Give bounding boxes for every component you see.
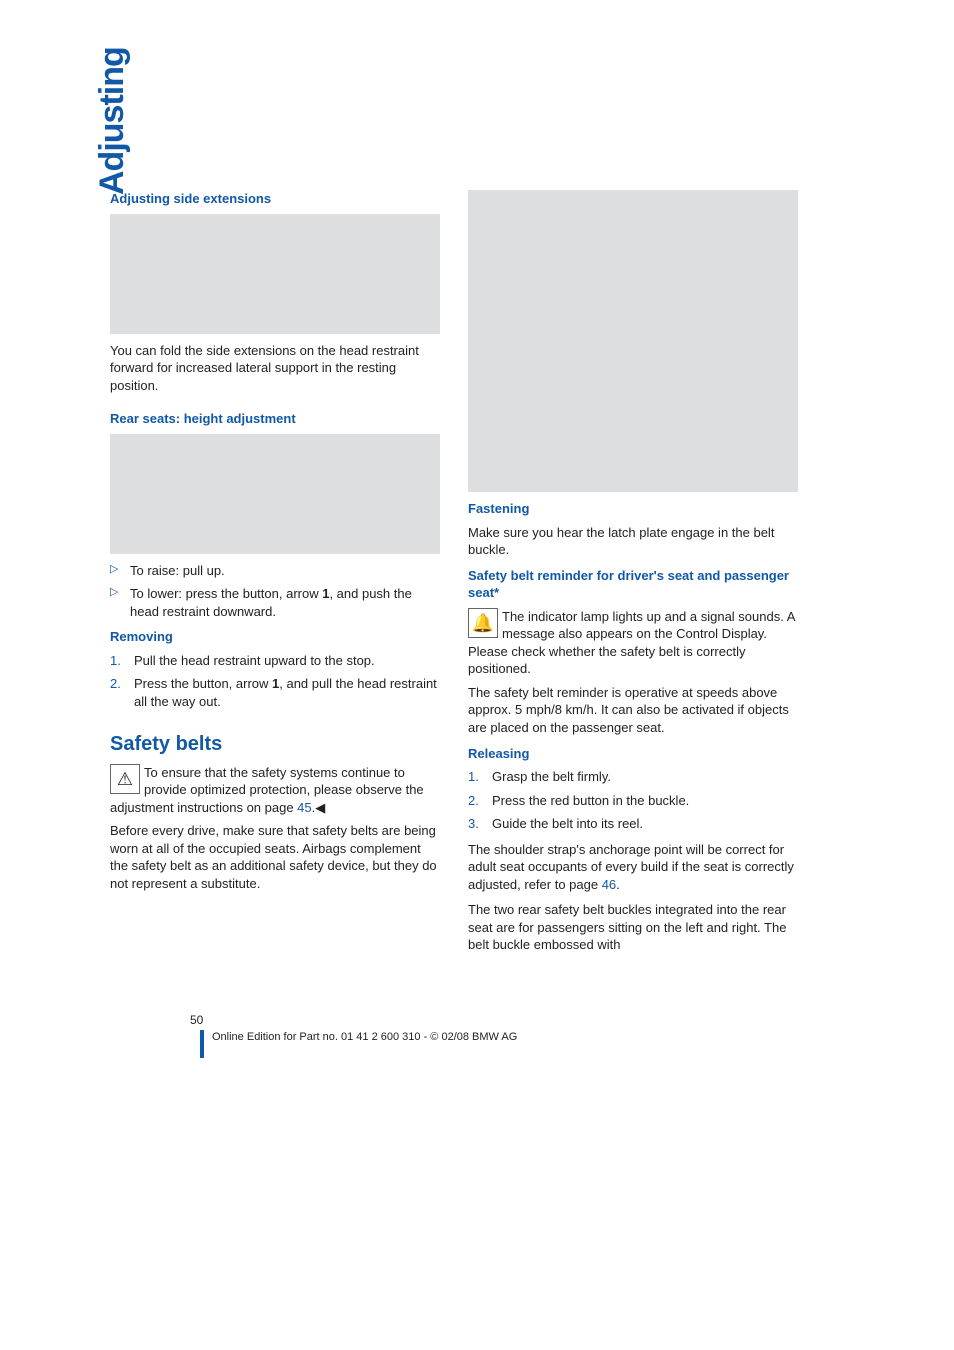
heading-belt-reminder: Safety belt reminder for driver's seat a… <box>468 567 798 602</box>
text-span: To lower: press the button, arrow <box>130 586 322 601</box>
warning-icon: ⚠ <box>110 764 140 794</box>
page-ref-link[interactable]: 45 <box>297 800 311 815</box>
bullet-list: To raise: pull up. To lower: press the b… <box>110 562 440 621</box>
list-item: To lower: press the button, arrow 1, and… <box>110 585 440 620</box>
list-item: Press the red button in the buckle. <box>468 792 798 810</box>
heading-fastening: Fastening <box>468 500 798 518</box>
body-text: The safety belt reminder is operative at… <box>468 684 798 737</box>
list-item: Press the button, arrow 1, and pull the … <box>110 675 440 710</box>
section-tab: Adjusting <box>90 47 136 195</box>
page-ref-link[interactable]: 46 <box>602 877 616 892</box>
left-column: Adjusting side extensions You can fold t… <box>110 190 440 962</box>
figure-rear-height <box>110 434 440 554</box>
right-column: Fastening Make sure you hear the latch p… <box>468 190 798 962</box>
body-text: To ensure that the safety systems contin… <box>110 765 424 815</box>
heading-removing: Removing <box>110 628 440 646</box>
numbered-list: Pull the head restraint upward to the st… <box>110 652 440 711</box>
footer-copyright: Online Edition for Part no. 01 41 2 600 … <box>200 1030 844 1058</box>
heading-releasing: Releasing <box>468 745 798 763</box>
heading-rear-seats-height: Rear seats: height adjustment <box>110 410 440 428</box>
text-span: Press the button, arrow <box>134 676 272 691</box>
body-text: Before every drive, make sure that safet… <box>110 822 440 892</box>
text-span: . <box>616 877 620 892</box>
list-item: Pull the head restraint upward to the st… <box>110 652 440 670</box>
body-text: The two rear safety belt buckles integra… <box>468 901 798 954</box>
heading-adjusting-side-extensions: Adjusting side extensions <box>110 190 440 208</box>
figure-side-extensions <box>110 214 440 334</box>
body-text: Make sure you hear the latch plate engag… <box>468 524 798 559</box>
text-span: The shoulder strap's anchorage point wil… <box>468 842 794 892</box>
page-footer: 50 Online Edition for Part no. 01 41 2 6… <box>110 1012 844 1058</box>
body-text: .◀ <box>312 800 326 815</box>
body-text: The indicator lamp lights up and a signa… <box>468 609 795 677</box>
list-item: Grasp the belt firmly. <box>468 768 798 786</box>
list-item: Guide the belt into its reel. <box>468 815 798 833</box>
figure-safety-belt <box>468 190 798 492</box>
body-text: The shoulder strap's anchorage point wil… <box>468 841 798 894</box>
list-item: To raise: pull up. <box>110 562 440 580</box>
seatbelt-reminder-icon: 🔔 <box>468 608 498 638</box>
numbered-list: Grasp the belt firmly. Press the red but… <box>468 768 798 833</box>
page-number: 50 <box>190 1012 844 1028</box>
heading-safety-belts: Safety belts <box>110 731 440 758</box>
body-text: You can fold the side extensions on the … <box>110 342 440 395</box>
